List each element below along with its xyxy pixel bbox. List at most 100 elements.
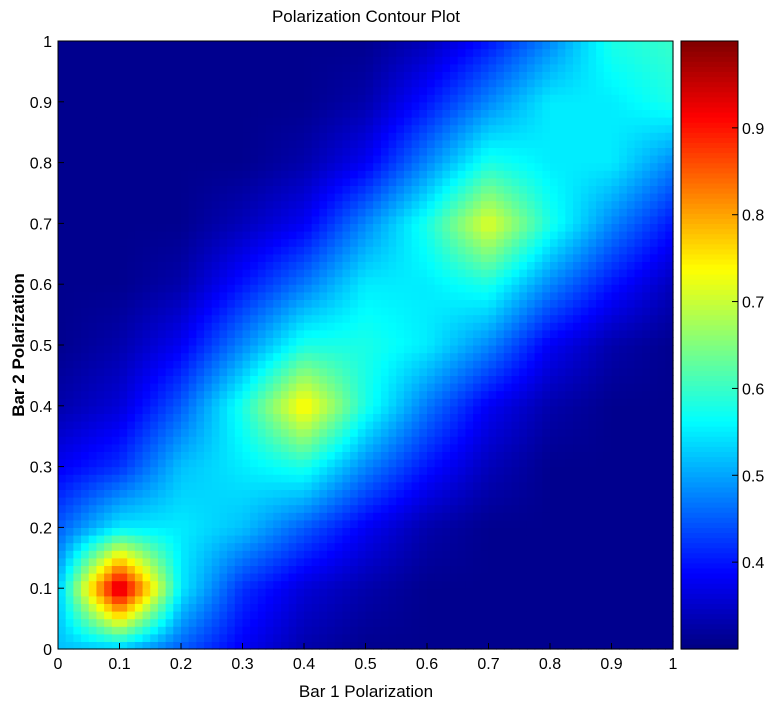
heatmap-cell xyxy=(158,64,166,72)
heatmap-cell xyxy=(273,345,281,353)
heatmap-cell xyxy=(358,489,366,497)
heatmap-cell xyxy=(127,543,135,551)
heatmap-cell xyxy=(127,216,135,224)
heatmap-cell xyxy=(127,535,135,543)
heatmap-cell xyxy=(81,261,89,269)
heatmap-cell xyxy=(512,170,520,178)
heatmap-cell xyxy=(504,489,512,497)
heatmap-cell xyxy=(504,550,512,558)
heatmap-cell xyxy=(419,565,427,573)
heatmap-cell xyxy=(358,444,366,452)
heatmap-cell xyxy=(120,269,128,277)
heatmap-cell xyxy=(312,140,320,148)
heatmap-cell xyxy=(289,459,297,467)
heatmap-cell xyxy=(81,147,89,155)
heatmap-cell xyxy=(512,619,520,627)
heatmap-cell xyxy=(396,581,404,589)
heatmap-cell xyxy=(342,239,350,247)
heatmap-cell xyxy=(258,489,266,497)
heatmap-cell xyxy=(319,353,327,361)
heatmap-cell xyxy=(81,269,89,277)
heatmap-cell xyxy=(481,398,489,406)
heatmap-cell xyxy=(435,269,443,277)
heatmap-cell xyxy=(442,147,450,155)
heatmap-cell xyxy=(266,87,274,95)
heatmap-cell xyxy=(258,299,266,307)
heatmap-cell xyxy=(166,626,174,634)
heatmap-cell xyxy=(266,520,274,528)
heatmap-cell xyxy=(366,467,374,475)
heatmap-cell xyxy=(58,284,66,292)
heatmap-cell xyxy=(381,87,389,95)
heatmap-cell xyxy=(89,155,97,163)
heatmap-cell xyxy=(373,299,381,307)
heatmap-cell xyxy=(143,193,151,201)
heatmap-cell xyxy=(435,216,443,224)
heatmap-cell xyxy=(327,178,335,186)
heatmap-cell xyxy=(250,360,258,368)
heatmap-cell xyxy=(166,603,174,611)
heatmap-cell xyxy=(296,489,304,497)
heatmap-cell xyxy=(450,527,458,535)
heatmap-cell xyxy=(204,634,212,642)
heatmap-cell xyxy=(412,489,420,497)
heatmap-cell xyxy=(73,125,81,133)
heatmap-cell xyxy=(504,87,512,95)
heatmap-cell xyxy=(519,307,527,315)
heatmap-cell xyxy=(489,474,497,482)
heatmap-cell xyxy=(89,315,97,323)
heatmap-cell xyxy=(458,588,466,596)
heatmap-cell xyxy=(535,391,543,399)
heatmap-cell xyxy=(465,102,473,110)
heatmap-cell xyxy=(166,588,174,596)
heatmap-cell xyxy=(465,611,473,619)
heatmap-cell xyxy=(104,581,112,589)
heatmap-cell xyxy=(319,398,327,406)
heatmap-cell xyxy=(512,315,520,323)
heatmap-cell xyxy=(435,94,443,102)
heatmap-cell xyxy=(473,391,481,399)
heatmap-cell xyxy=(120,147,128,155)
heatmap-cell xyxy=(381,284,389,292)
heatmap-cell xyxy=(166,246,174,254)
heatmap-cell xyxy=(366,596,374,604)
heatmap-cell xyxy=(519,147,527,155)
heatmap-cell xyxy=(73,299,81,307)
heatmap-cell xyxy=(442,482,450,490)
heatmap-cell xyxy=(358,368,366,376)
heatmap-cell xyxy=(465,588,473,596)
heatmap-cell xyxy=(212,56,220,64)
heatmap-cell xyxy=(258,581,266,589)
heatmap-cell xyxy=(327,261,335,269)
heatmap-cell xyxy=(519,520,527,528)
heatmap-cell xyxy=(281,353,289,361)
heatmap-cell xyxy=(412,231,420,239)
heatmap-cell xyxy=(373,155,381,163)
heatmap-cell xyxy=(58,467,66,475)
heatmap-cell xyxy=(243,284,251,292)
heatmap-cell xyxy=(519,345,527,353)
heatmap-cell xyxy=(519,360,527,368)
heatmap-cell xyxy=(66,155,74,163)
heatmap-cell xyxy=(396,482,404,490)
heatmap-cell xyxy=(181,535,189,543)
heatmap-cell xyxy=(381,254,389,262)
heatmap-cell xyxy=(73,64,81,72)
heatmap-cell xyxy=(366,527,374,535)
heatmap-cell xyxy=(358,71,366,79)
heatmap-cell xyxy=(281,337,289,345)
heatmap-cell xyxy=(404,451,412,459)
heatmap-cell xyxy=(327,512,335,520)
heatmap-cell xyxy=(366,71,374,79)
heatmap-cell xyxy=(127,626,135,634)
heatmap-cell xyxy=(435,543,443,551)
heatmap-cell xyxy=(304,79,312,87)
heatmap-cell xyxy=(235,155,243,163)
heatmap-cell xyxy=(481,474,489,482)
heatmap-cell xyxy=(127,444,135,452)
heatmap-cell xyxy=(312,284,320,292)
heatmap-cell xyxy=(489,505,497,513)
heatmap-cell xyxy=(227,337,235,345)
heatmap-cell xyxy=(396,413,404,421)
heatmap-cell xyxy=(389,535,397,543)
